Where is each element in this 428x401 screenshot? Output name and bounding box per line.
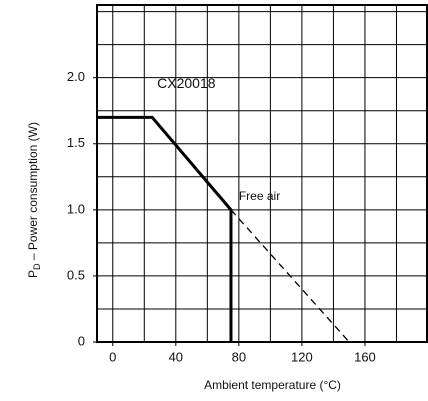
x-tick-label: 120 [291, 349, 313, 364]
series-line [230, 209, 350, 343]
y-label-main: P [26, 270, 40, 278]
y-axis-label: PD – Power consumption (W) [26, 122, 42, 278]
series-annotation: Free air [239, 189, 280, 203]
x-tick-label: 160 [354, 349, 376, 364]
y-tick-label: 0 [78, 333, 85, 348]
y-label-rest: – Power consumption (W) [26, 122, 40, 263]
y-tick-label: 1.0 [67, 201, 85, 216]
y-label-sub: D [32, 263, 42, 270]
y-tick-label: 0.5 [67, 267, 85, 282]
series-line [97, 115, 233, 342]
x-tick-label: 80 [232, 349, 246, 364]
x-tick-label: 40 [169, 349, 183, 364]
x-tick-label: 0 [109, 349, 116, 364]
x-axis-label: Ambient temperature (°C) [204, 378, 341, 392]
plot-frame [96, 4, 428, 343]
y-tick-label: 1.5 [67, 135, 85, 150]
series-annotation: CX20018 [157, 75, 216, 91]
y-tick-label: 2.0 [67, 69, 85, 84]
